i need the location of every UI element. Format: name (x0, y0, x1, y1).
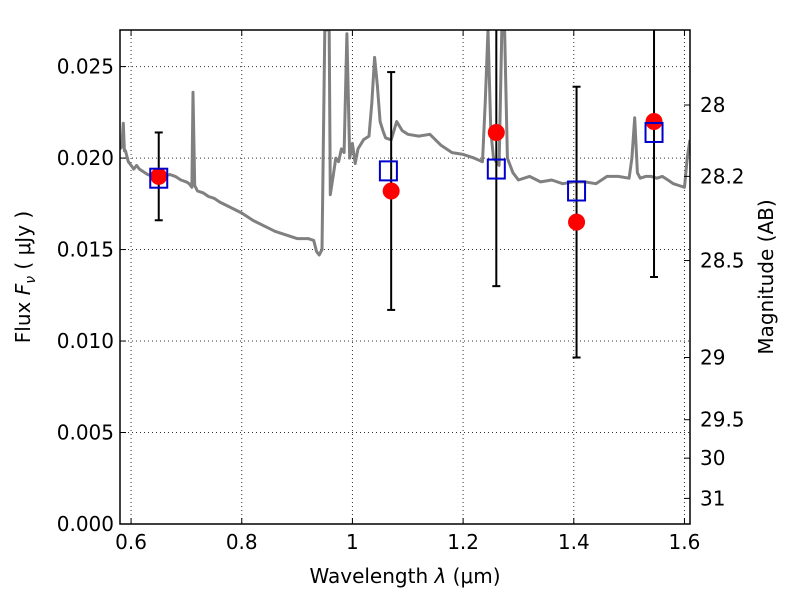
y2-tick-label: 29.5 (700, 408, 745, 432)
model-point (644, 121, 664, 143)
x-tick-label: 0.8 (226, 530, 258, 554)
plot-area (120, 30, 690, 359)
y-tick-label: 0.015 (57, 238, 114, 262)
x-tick-label: 1 (346, 530, 359, 554)
observed-point (382, 182, 400, 200)
y-tick-label: 0.025 (57, 55, 114, 79)
y2-axis-label: Magnitude (AB) (754, 199, 778, 354)
y-tick-label: 0.010 (57, 329, 114, 353)
y-tick-label: 0.005 (57, 421, 114, 445)
y2-tick-label: 30 (700, 446, 725, 470)
x-tick-label: 1.2 (447, 530, 479, 554)
x-axis-label: Wavelength λ (μm) (309, 564, 500, 588)
model-point (149, 167, 169, 189)
plot-frame (119, 29, 691, 525)
x-tick-label: 1.4 (558, 530, 590, 554)
y2-tick-label: 31 (700, 486, 725, 510)
observed-point (150, 167, 168, 185)
y-tick-label: 0.020 (57, 146, 114, 170)
observed-point (487, 123, 505, 141)
model-point (567, 180, 587, 202)
y-tick-label: 0.000 (57, 512, 114, 536)
y-axis: 0.000 0.005 0.010 0.015 0.020 0.025 (57, 55, 126, 536)
y2-axis: 28 28.2 28.5 29 29.5 30 31 (684, 93, 745, 510)
x-tick-label: 0.6 (115, 530, 147, 554)
model-point (486, 158, 506, 180)
y2-tick-label: 28 (700, 93, 725, 117)
observed-point (568, 213, 586, 231)
spectrum-line (120, 30, 690, 257)
y-axis-label: Flux Fν ( μJy ) (11, 211, 39, 343)
model-point (378, 160, 398, 182)
y2-tick-label: 29 (700, 346, 725, 370)
x-tick-label: 1.6 (669, 530, 701, 554)
x-axis: 0.6 0.8 1 1.2 1.4 1.6 (115, 30, 700, 554)
y2-tick-label: 28.2 (700, 164, 745, 188)
observed-point (645, 112, 663, 130)
grid (120, 30, 690, 525)
y2-tick-label: 28.5 (700, 249, 745, 273)
